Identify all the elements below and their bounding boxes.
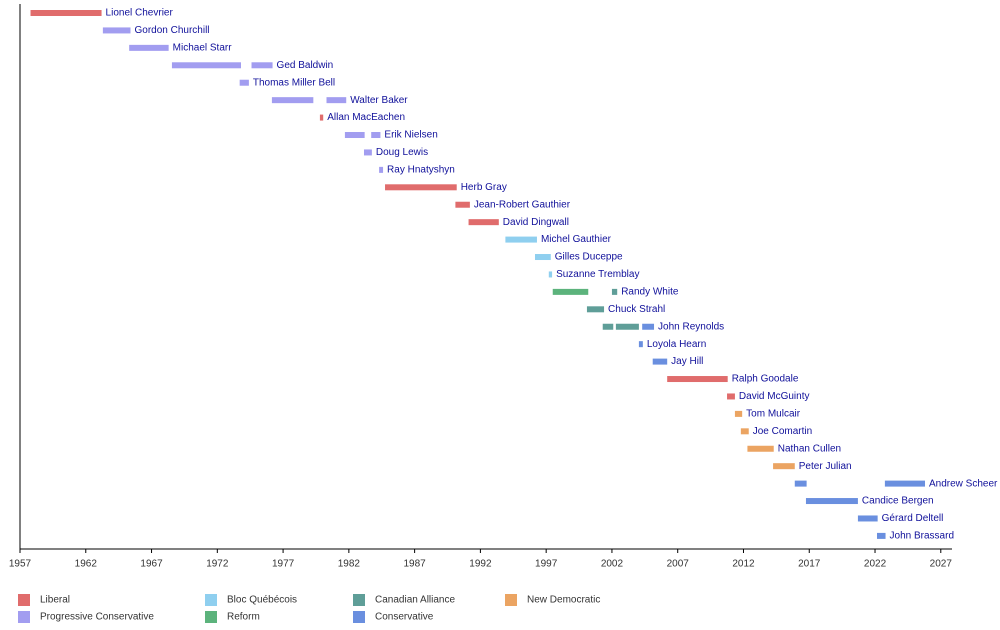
legend-swatch (18, 611, 30, 623)
x-tick-label: 1992 (469, 559, 492, 570)
segment (884, 480, 926, 487)
x-tick-label: 1977 (272, 559, 295, 570)
row-label: Michel Gauthier (541, 234, 612, 245)
row-label: John Brassard (890, 531, 954, 542)
segment (552, 288, 589, 295)
legend-label: Canadian Alliance (375, 595, 455, 606)
x-tick-label: 2007 (667, 559, 690, 570)
segment (794, 480, 807, 487)
x-tick-label: 1957 (9, 559, 32, 570)
legend-swatch (205, 611, 217, 623)
segment (30, 10, 102, 16)
segment (271, 97, 314, 104)
row-label: Lionel Chevrier (106, 8, 174, 19)
segment (615, 323, 639, 330)
segment (876, 532, 886, 539)
segment (505, 236, 537, 243)
legend-swatch (353, 594, 365, 606)
row-label: Ged Baldwin (277, 60, 334, 71)
segment (344, 132, 365, 139)
x-tick-label: 1962 (75, 559, 98, 570)
segment (773, 463, 795, 470)
row-label: Randy White (621, 287, 679, 298)
row-label: Jean-Robert Gauthier (474, 199, 571, 210)
legend-swatch (353, 611, 365, 623)
row-label: Doug Lewis (376, 147, 428, 158)
segment (102, 27, 131, 34)
row-label: Gérard Deltell (882, 513, 944, 524)
segment (586, 306, 605, 313)
segment (534, 254, 551, 261)
row-label: Gilles Duceppe (555, 252, 623, 263)
x-tick-label: 2012 (732, 559, 755, 570)
segment (129, 44, 169, 51)
segment (455, 201, 470, 208)
row-label: John Reynolds (658, 321, 724, 332)
segment (326, 97, 347, 104)
legend-swatch (205, 594, 217, 606)
row-label: Tom Mulcair (746, 409, 801, 420)
x-tick-label: 1987 (404, 559, 427, 570)
row-label: Gordon Churchill (134, 25, 209, 36)
segment (611, 288, 618, 295)
segment (319, 114, 324, 121)
row-label: Michael Starr (173, 43, 233, 54)
legend-label: Conservative (375, 612, 434, 623)
row-label: David Dingwall (503, 217, 569, 228)
segment (805, 498, 858, 505)
segment (385, 184, 457, 191)
x-tick-label: 2027 (930, 559, 953, 570)
segment (239, 79, 249, 86)
row-label: Nathan Cullen (778, 443, 841, 454)
row-label: Herb Gray (461, 182, 507, 193)
segment (548, 271, 553, 278)
segment (251, 62, 273, 69)
row-label: Walter Baker (350, 95, 408, 106)
x-tick-label: 2017 (798, 559, 821, 570)
segment (747, 445, 774, 452)
x-tick-label: 1967 (140, 559, 163, 570)
legend-label: Liberal (40, 595, 70, 606)
segment (638, 341, 643, 348)
segment (642, 323, 655, 330)
segment (171, 62, 241, 69)
row-label: Jay Hill (671, 356, 703, 367)
segment (857, 515, 878, 522)
segment (602, 323, 614, 330)
row-label: Joe Comartin (753, 426, 812, 437)
legend-label: Reform (227, 612, 260, 623)
segment (652, 358, 668, 365)
x-tick-label: 1982 (338, 559, 361, 570)
row-label: Chuck Strahl (608, 304, 665, 315)
row-label: Allan MacEachen (327, 112, 405, 123)
segment (468, 219, 499, 226)
x-tick-label: 1972 (206, 559, 229, 570)
row-label: Ray Hnatyshyn (387, 165, 455, 176)
row-label: Suzanne Tremblay (556, 269, 639, 280)
x-tick-label: 2022 (864, 559, 887, 570)
segment (740, 428, 749, 435)
row-label: David McGuinty (739, 391, 810, 402)
segment (727, 393, 735, 400)
row-label: Peter Julian (799, 461, 852, 472)
row-label: Candice Bergen (862, 496, 934, 507)
row-label: Loyola Hearn (647, 339, 706, 350)
legend-label: New Democratic (527, 595, 600, 606)
segment (734, 410, 743, 417)
legend-label: Progressive Conservative (40, 612, 154, 623)
row-label: Andrew Scheer (929, 478, 998, 489)
segment (667, 376, 728, 383)
row-label: Ralph Goodale (732, 374, 799, 385)
legend-swatch (18, 594, 30, 606)
x-tick-label: 2002 (601, 559, 624, 570)
segment (379, 166, 384, 173)
row-label: Erik Nielsen (384, 130, 437, 141)
legend-swatch (505, 594, 517, 606)
legend-label: Bloc Québécois (227, 595, 297, 606)
segment (371, 132, 381, 139)
segment (363, 149, 372, 156)
x-tick-label: 1997 (535, 559, 558, 570)
row-label: Thomas Miller Bell (253, 77, 335, 88)
